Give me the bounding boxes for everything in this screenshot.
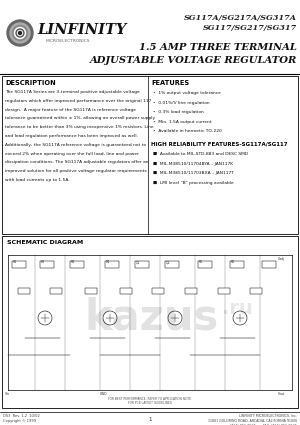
Circle shape [19, 31, 22, 34]
Bar [105, 261, 119, 268]
Text: tolerance guaranteed within ± 1%, allowing an overall power supply: tolerance guaranteed within ± 1%, allowi… [5, 116, 155, 120]
Circle shape [13, 26, 28, 40]
Text: MICROELECTRONICS: MICROELECTRONICS [46, 39, 91, 43]
Text: GND: GND [100, 392, 108, 396]
Text: ADJUSTABLE VOLTAGE REGULATOR: ADJUSTABLE VOLTAGE REGULATOR [90, 56, 297, 65]
Bar [40, 261, 54, 268]
Text: Q1: Q1 [136, 260, 140, 264]
Bar [152, 288, 164, 294]
Text: FOR PCB LAYOUT GUIDELINES: FOR PCB LAYOUT GUIDELINES [128, 401, 172, 405]
Bar [85, 288, 97, 294]
Text: The SG117A Series are 3-terminal positive adjustable voltage: The SG117A Series are 3-terminal positiv… [5, 90, 140, 94]
Text: 1: 1 [148, 417, 152, 422]
Circle shape [10, 23, 30, 43]
Text: design.  A major feature of the SG117A is reference voltage: design. A major feature of the SG117A is… [5, 108, 136, 112]
Text: Vin: Vin [5, 392, 10, 396]
Bar [135, 261, 149, 268]
Circle shape [14, 28, 26, 39]
Bar [12, 261, 26, 268]
Text: •  1% output voltage tolerance: • 1% output voltage tolerance [153, 91, 221, 95]
Bar [2, 236, 298, 408]
Text: and load regulation performance has been improved as well.: and load regulation performance has been… [5, 134, 138, 138]
Text: regulators which offer improved performance over the original 117: regulators which offer improved performa… [5, 99, 152, 103]
Text: LINFINITY: LINFINITY [37, 23, 126, 37]
Bar [185, 288, 197, 294]
Text: SCHEMATIC DIAGRAM: SCHEMATIC DIAGRAM [7, 240, 83, 245]
Text: R5: R5 [199, 260, 203, 264]
Text: SG117A/SG217A/SG317A: SG117A/SG217A/SG317A [184, 14, 297, 22]
Circle shape [17, 31, 22, 36]
Text: •  Available in hermetic TO-220: • Available in hermetic TO-220 [153, 129, 222, 133]
Text: improved solution for all positive voltage regulator requirements: improved solution for all positive volta… [5, 169, 147, 173]
Circle shape [16, 29, 24, 37]
Text: Cadj: Cadj [278, 257, 285, 261]
Text: R3: R3 [71, 260, 75, 264]
Text: ■  Available to MIL-STD-883 and DESC SMD: ■ Available to MIL-STD-883 and DESC SMD [153, 152, 248, 156]
Bar [2, 76, 298, 234]
Text: ■  MIL-M38510/11703BXA – JAN117T: ■ MIL-M38510/11703BXA – JAN117T [153, 171, 234, 175]
Bar [70, 261, 84, 268]
Text: R4: R4 [106, 260, 110, 264]
Bar [218, 288, 230, 294]
Text: Additionally, the SG117A reference voltage is guaranteed not to: Additionally, the SG117A reference volta… [5, 143, 146, 147]
Text: ■  MIL-M38510/11704BYA – JAN117K: ■ MIL-M38510/11704BYA – JAN117K [153, 162, 233, 165]
Text: FEATURES: FEATURES [151, 80, 189, 86]
Bar [120, 288, 132, 294]
Text: R1: R1 [13, 260, 17, 264]
Bar [50, 288, 62, 294]
Bar [165, 261, 179, 268]
Bar [230, 261, 244, 268]
Text: 1.5 AMP THREE TERMINAL: 1.5 AMP THREE TERMINAL [139, 42, 297, 51]
Text: SG117/SG217/SG317: SG117/SG217/SG317 [203, 24, 297, 32]
Text: Vout: Vout [278, 392, 285, 396]
Text: LINFINITY MICROELECTRONICS, Inc.
11801 GOLDRING ROAD, ARCADIA, CALIFORNIA 91006
: LINFINITY MICROELECTRONICS, Inc. 11801 G… [208, 414, 297, 425]
Text: kazus: kazus [85, 297, 219, 339]
Bar [198, 261, 212, 268]
Text: •  Min. 1.5A output current: • Min. 1.5A output current [153, 119, 212, 124]
Bar [250, 288, 262, 294]
Bar [18, 288, 30, 294]
Text: HIGH RELIABILITY FEATURES-SG117A/SG117: HIGH RELIABILITY FEATURES-SG117A/SG117 [151, 142, 288, 147]
Text: ■  LMI level “B” processing available: ■ LMI level “B” processing available [153, 181, 234, 184]
Text: dissipation conditions. The SG117A adjustable regulators offer an: dissipation conditions. The SG117A adjus… [5, 160, 148, 164]
Text: DS3  Rev. 1.2  10/02
Copyright © 1999: DS3 Rev. 1.2 10/02 Copyright © 1999 [3, 414, 40, 423]
Text: Q2: Q2 [166, 260, 171, 264]
Text: •  0.3% load regulation: • 0.3% load regulation [153, 110, 204, 114]
Text: with load currents up to 1.5A.: with load currents up to 1.5A. [5, 178, 70, 182]
Text: •  0.01%/V line regulation: • 0.01%/V line regulation [153, 100, 210, 105]
Text: tolerance to be better than 3% using inexpensive 1% resistors. Line: tolerance to be better than 3% using ine… [5, 125, 154, 129]
Bar [262, 261, 276, 268]
Circle shape [7, 20, 33, 46]
Text: DESCRIPTION: DESCRIPTION [5, 80, 56, 86]
Text: FOR BEST PERFORMANCE, REFER TO APPLICATION NOTE: FOR BEST PERFORMANCE, REFER TO APPLICATI… [109, 397, 191, 401]
Text: R2: R2 [41, 260, 45, 264]
Text: exceed 2% when operating over the full load, line and power: exceed 2% when operating over the full l… [5, 152, 139, 156]
Text: R6: R6 [231, 260, 236, 264]
Text: .ru: .ru [222, 298, 253, 317]
